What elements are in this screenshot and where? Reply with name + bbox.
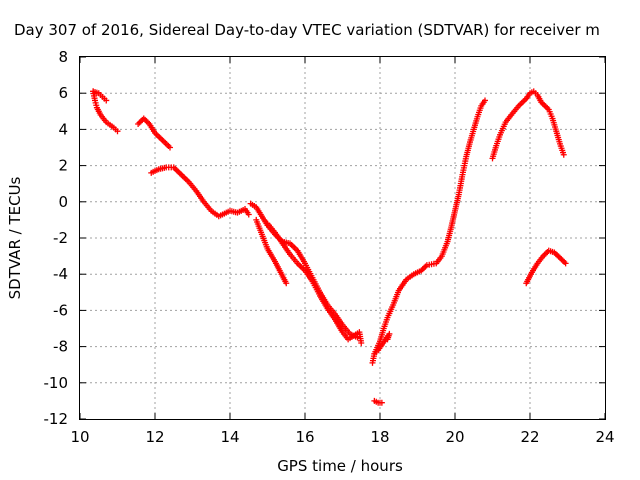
grid [80, 57, 605, 419]
series-arc-4 [148, 164, 252, 220]
series-arc-11 [489, 88, 567, 162]
x-tick-label: 18 [370, 428, 389, 446]
series-arc-6 [253, 216, 290, 287]
y-tick-label: 4 [58, 120, 68, 138]
series-arc-10 [371, 97, 488, 357]
y-tick-label: -2 [53, 229, 68, 247]
data-point [378, 399, 385, 406]
x-axis: 10 12 14 16 18 20 22 24 [70, 57, 615, 446]
x-tick-label: 16 [295, 428, 314, 446]
data-point [562, 260, 569, 267]
series-arc-3 [135, 115, 173, 151]
y-tick-label: 0 [58, 193, 68, 211]
plot-frame [79, 56, 606, 420]
y-tick-label: 2 [58, 157, 68, 175]
data-series [90, 88, 569, 406]
series-arc-2 [90, 88, 110, 104]
data-point [245, 211, 252, 218]
y-tick-label: -6 [53, 301, 68, 319]
y-axis-label: SDTVAR / TECUs [6, 176, 24, 299]
data-point [283, 280, 290, 287]
x-tick-label: 20 [445, 428, 464, 446]
data-point [114, 128, 121, 135]
x-tick-label: 22 [520, 428, 539, 446]
data-point [358, 339, 365, 346]
data-point [560, 151, 567, 158]
chart-title: Day 307 of 2016, Sidereal Day-to-day VTE… [14, 21, 600, 39]
series-arc-12 [523, 247, 569, 287]
y-axis: 8 6 4 2 0 -2 -4 -6 -8 -10 -12 [44, 48, 605, 428]
series-arc-7 [264, 220, 365, 346]
data-point [103, 97, 110, 104]
y-tick-label: -4 [53, 265, 68, 283]
y-tick-label: 8 [58, 48, 68, 66]
x-tick-label: 24 [595, 428, 614, 446]
x-tick-label: 10 [70, 428, 89, 446]
y-tick-label: -8 [53, 338, 68, 356]
y-tick-label: -10 [44, 374, 69, 392]
x-tick-label: 14 [220, 428, 239, 446]
series-arc-1 [90, 88, 121, 135]
data-point [482, 97, 488, 104]
data-point [167, 144, 173, 151]
data-point [384, 336, 391, 343]
y-tick-label: 6 [58, 84, 68, 102]
series-arc-9 [371, 397, 385, 406]
y-tick-label: -12 [44, 410, 69, 428]
x-tick-label: 12 [145, 428, 164, 446]
x-axis-label: GPS time / hours [277, 457, 403, 475]
